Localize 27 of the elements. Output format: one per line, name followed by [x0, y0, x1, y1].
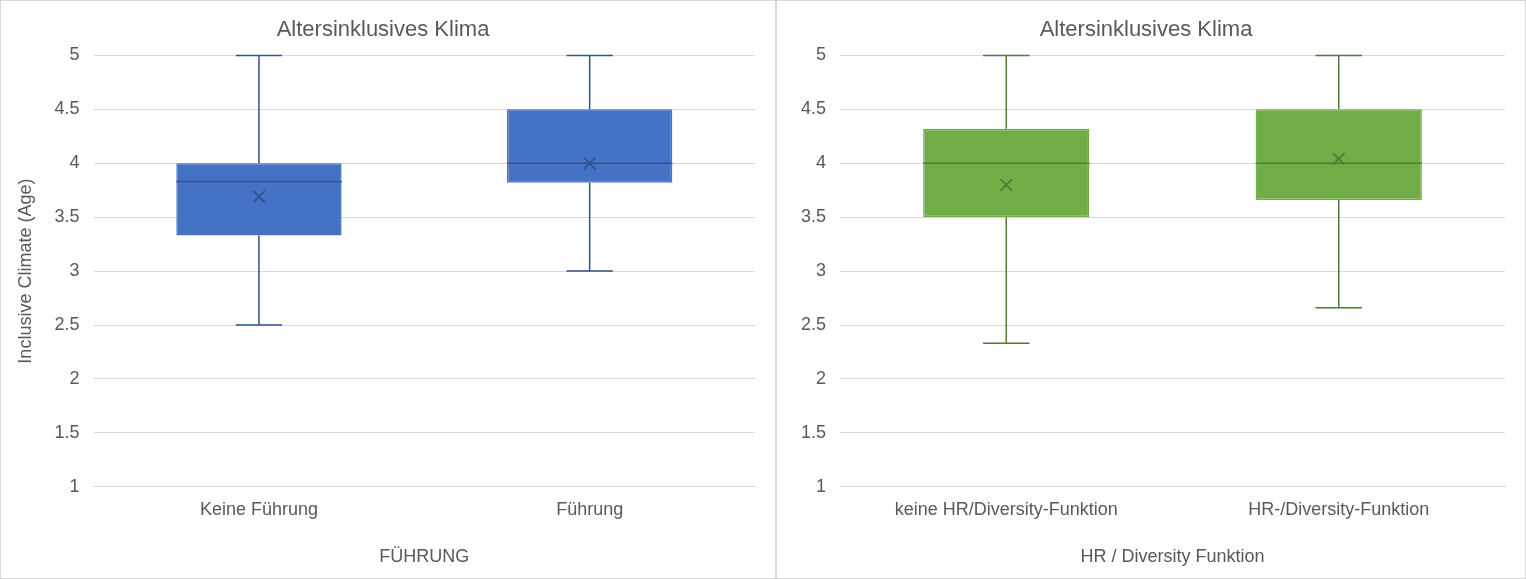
- chart-title: Altersinklusives Klima: [1039, 16, 1254, 42]
- y-tick-label: 1.5: [800, 421, 827, 442]
- y-tick-label: 4.5: [54, 98, 80, 119]
- y-tick-label: 3: [816, 260, 827, 281]
- y-tick-label: 1: [816, 475, 827, 496]
- chart-title: Altersinklusives Klima: [276, 16, 491, 42]
- x-tick-label: Keine Führung: [199, 498, 319, 519]
- x-tick-label: keine HR/Diversity-Funktion: [894, 498, 1118, 519]
- y-tick-label: 5: [816, 44, 827, 65]
- y-tick-label: 4.5: [800, 98, 827, 119]
- y-axis-title: Inclusive Climate (Age): [14, 178, 35, 364]
- y-tick-label: 5: [69, 44, 80, 65]
- y-tick-label: 4: [69, 152, 80, 173]
- y-tick-label: 2: [69, 367, 80, 388]
- y-tick-label: 1: [69, 475, 80, 496]
- y-tick-label: 4: [816, 152, 827, 173]
- x-tick-label: HR-/Diversity-Funktion: [1248, 498, 1430, 519]
- y-tick-label: 3.5: [800, 206, 827, 227]
- y-tick-label: 2.5: [54, 313, 80, 334]
- y-tick-label: 3: [69, 260, 80, 281]
- y-tick-label: 3.5: [54, 206, 80, 227]
- x-axis-title: HR / Diversity Funktion: [1080, 546, 1265, 567]
- y-tick-label: 2.5: [800, 313, 827, 334]
- y-tick-label: 2: [816, 367, 827, 388]
- x-axis-title: FÜHRUNG: [379, 546, 470, 567]
- x-tick-label: Führung: [556, 498, 624, 519]
- y-tick-label: 1.5: [54, 421, 80, 442]
